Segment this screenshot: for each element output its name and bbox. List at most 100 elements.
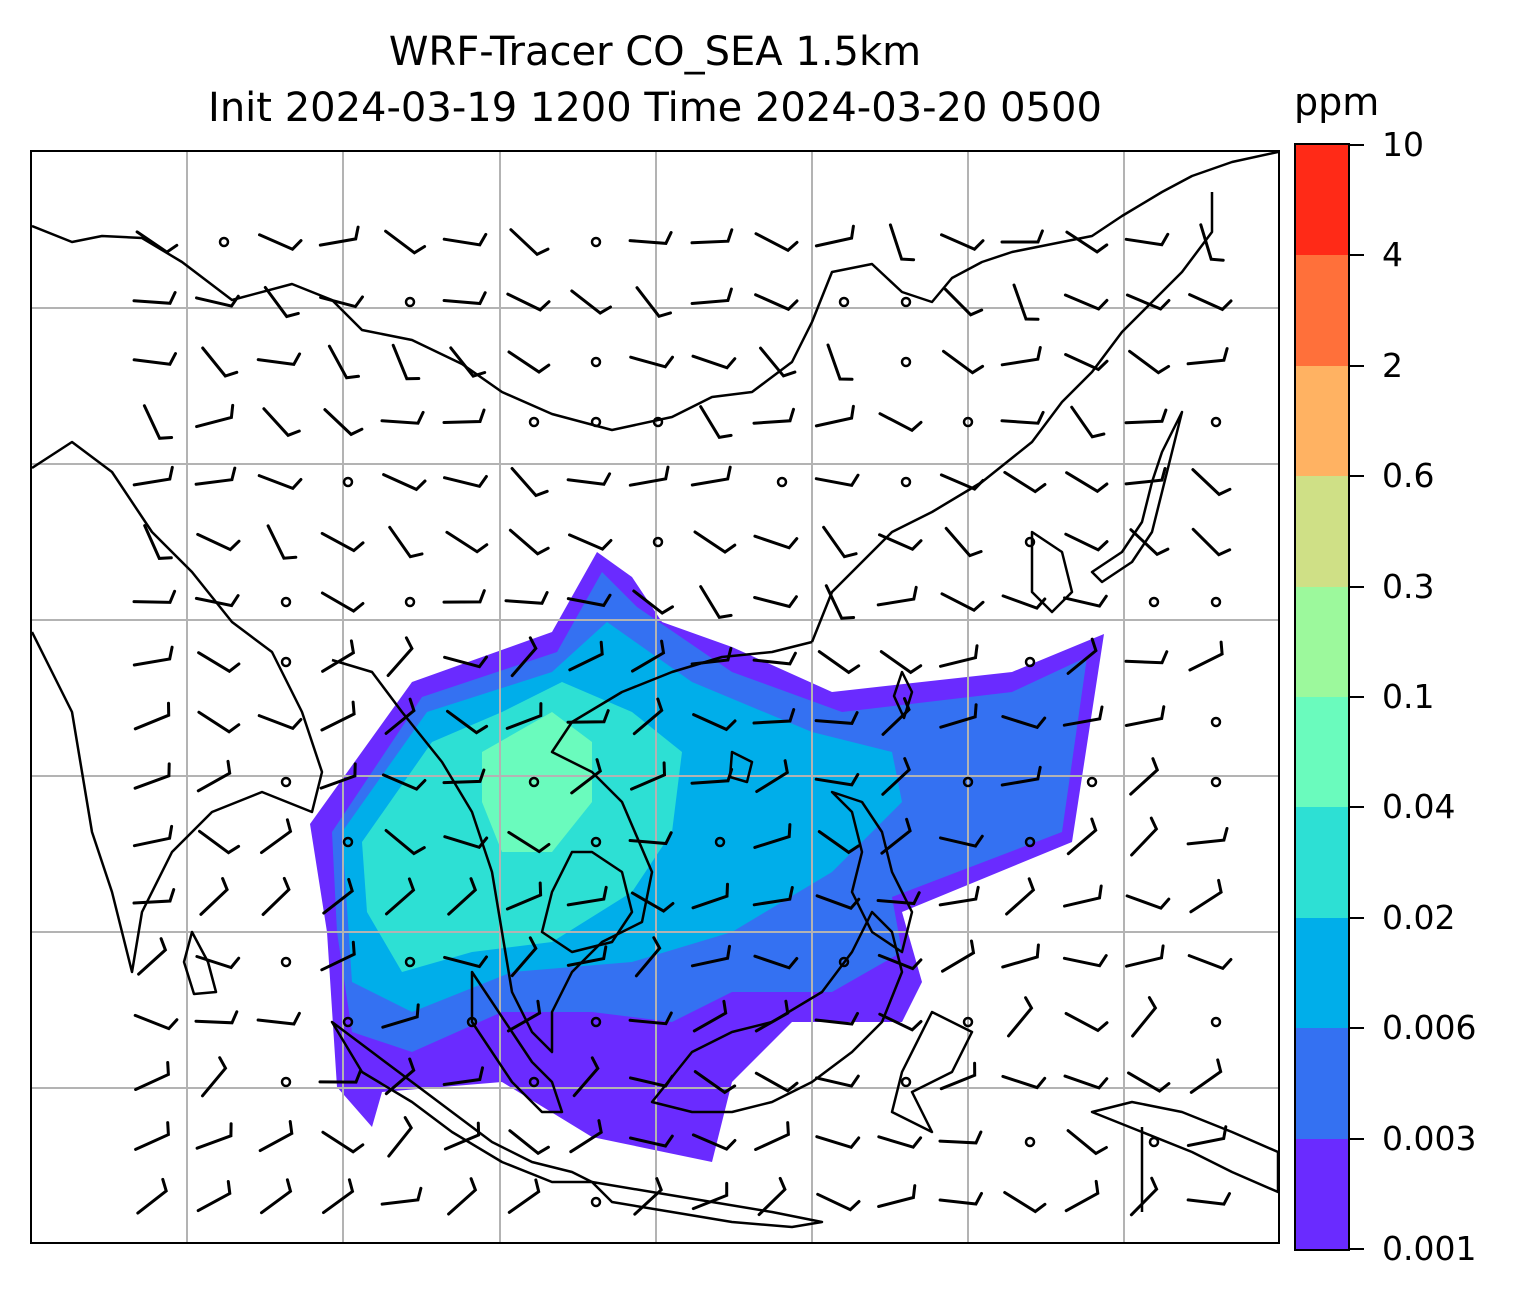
wind-barb bbox=[814, 404, 855, 428]
wind-barb bbox=[195, 294, 240, 308]
calm-wind-marker bbox=[590, 356, 602, 368]
wind-barb bbox=[196, 759, 232, 793]
calm-wind-marker bbox=[652, 536, 664, 548]
coast-sulawesi bbox=[890, 1010, 974, 1134]
coast-indochina bbox=[331, 640, 813, 1054]
wind-barb bbox=[136, 1177, 168, 1215]
colorbar-tick-label: 0.02 bbox=[1382, 897, 1456, 937]
wind-barb bbox=[1124, 467, 1167, 486]
wind-barb bbox=[386, 636, 414, 677]
wind-barb bbox=[570, 758, 603, 795]
wind-barb bbox=[1189, 1058, 1223, 1094]
wind-barb bbox=[442, 1066, 484, 1086]
wind-barb bbox=[1191, 468, 1232, 497]
wind-barb bbox=[447, 1177, 478, 1216]
wind-barb bbox=[1188, 293, 1233, 312]
wind-barb bbox=[822, 525, 858, 559]
wind-barb bbox=[1186, 347, 1229, 366]
wind-barb bbox=[690, 287, 733, 305]
wind-barb bbox=[628, 465, 670, 487]
calm-wind-marker bbox=[900, 1076, 912, 1088]
calm-wind-marker bbox=[280, 596, 292, 608]
wind-barb bbox=[888, 223, 916, 262]
wind-barb bbox=[449, 346, 487, 378]
colorbar-tick bbox=[1350, 585, 1364, 588]
wind-barb bbox=[878, 412, 923, 433]
wind-barb bbox=[817, 830, 861, 855]
coast-japan bbox=[1090, 410, 1184, 584]
calm-wind-marker bbox=[280, 956, 292, 968]
wind-barb bbox=[691, 1133, 737, 1151]
calm-wind-marker bbox=[1024, 1136, 1036, 1148]
wind-barb bbox=[384, 229, 427, 255]
wind-barb bbox=[194, 466, 237, 486]
wind-barb bbox=[320, 700, 356, 732]
wind-barb bbox=[569, 1119, 603, 1154]
wind-barb bbox=[506, 999, 542, 1033]
wind-barb bbox=[256, 1011, 301, 1026]
wind-barb bbox=[628, 1011, 673, 1026]
wind-barb bbox=[1064, 532, 1109, 552]
calm-wind-marker bbox=[962, 776, 974, 788]
wind-barb bbox=[630, 891, 675, 913]
wind-barb bbox=[754, 999, 790, 1033]
calm-wind-marker bbox=[1210, 416, 1222, 428]
wind-barb bbox=[380, 1186, 423, 1206]
wind-barb bbox=[1064, 1012, 1109, 1033]
wind-barb bbox=[876, 891, 921, 906]
calm-wind-marker bbox=[218, 236, 230, 248]
calm-wind-marker bbox=[962, 1016, 974, 1028]
calm-wind-marker bbox=[528, 1076, 540, 1088]
wind-barb bbox=[824, 584, 856, 620]
colorbar-tick-label: 0.001 bbox=[1382, 1229, 1477, 1268]
wind-barb bbox=[1003, 1191, 1047, 1214]
wind-barb bbox=[629, 1134, 674, 1148]
wind-barb bbox=[384, 1057, 416, 1096]
colorbar-unit-label: ppm bbox=[1294, 80, 1380, 124]
wind-barb bbox=[1063, 1074, 1109, 1090]
wind-barb bbox=[566, 593, 612, 608]
wind-barb bbox=[1064, 1179, 1100, 1213]
wind-barb bbox=[1128, 349, 1171, 375]
colorbar-tick bbox=[1350, 144, 1364, 146]
wind-barb bbox=[878, 533, 923, 551]
wind-barb bbox=[1125, 293, 1171, 311]
wind-barb bbox=[693, 530, 737, 554]
wind-barb bbox=[1001, 1074, 1047, 1090]
wind-barb bbox=[1186, 827, 1229, 846]
wind-barb bbox=[510, 936, 538, 978]
wind-barb bbox=[814, 473, 860, 487]
calm-wind-marker bbox=[404, 956, 416, 968]
wind-barb bbox=[132, 645, 174, 667]
wind-barb bbox=[1129, 1176, 1159, 1217]
wind-barb bbox=[258, 1120, 294, 1153]
colorbar-segment bbox=[1296, 807, 1348, 918]
wind-barb bbox=[1199, 223, 1225, 262]
coast-gulf-thailand bbox=[540, 850, 634, 954]
wind-barb bbox=[814, 224, 855, 248]
colorbar-tick-label: 2 bbox=[1382, 345, 1403, 385]
wind-barb bbox=[137, 937, 168, 976]
calm-wind-marker bbox=[900, 356, 912, 368]
wind-barb bbox=[566, 945, 608, 967]
wind-barb bbox=[572, 1056, 600, 1098]
wind-barb bbox=[634, 936, 662, 978]
wind-barb bbox=[1065, 230, 1109, 254]
map-panel[interactable] bbox=[30, 150, 1280, 1244]
wind-barb bbox=[201, 1056, 228, 1098]
wind-barb bbox=[384, 697, 416, 735]
wind-barb bbox=[1066, 637, 1098, 675]
wind-barb bbox=[754, 1071, 799, 1093]
wind-barb bbox=[815, 1074, 860, 1088]
wind-barb bbox=[509, 228, 550, 257]
coast-taiwan bbox=[892, 670, 914, 720]
wind-barb bbox=[881, 757, 911, 796]
calm-wind-marker bbox=[590, 1196, 602, 1208]
wind-barb bbox=[691, 1181, 729, 1211]
wind-barb bbox=[132, 589, 177, 604]
wind-barb bbox=[1012, 283, 1040, 321]
wind-barb bbox=[1001, 943, 1040, 969]
wind-barb bbox=[1001, 594, 1047, 610]
wind-barb bbox=[507, 350, 551, 374]
wind-barb bbox=[1186, 1125, 1228, 1147]
